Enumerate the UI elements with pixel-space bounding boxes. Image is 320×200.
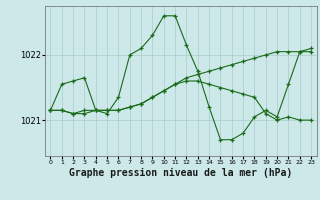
X-axis label: Graphe pression niveau de la mer (hPa): Graphe pression niveau de la mer (hPa) — [69, 168, 292, 178]
